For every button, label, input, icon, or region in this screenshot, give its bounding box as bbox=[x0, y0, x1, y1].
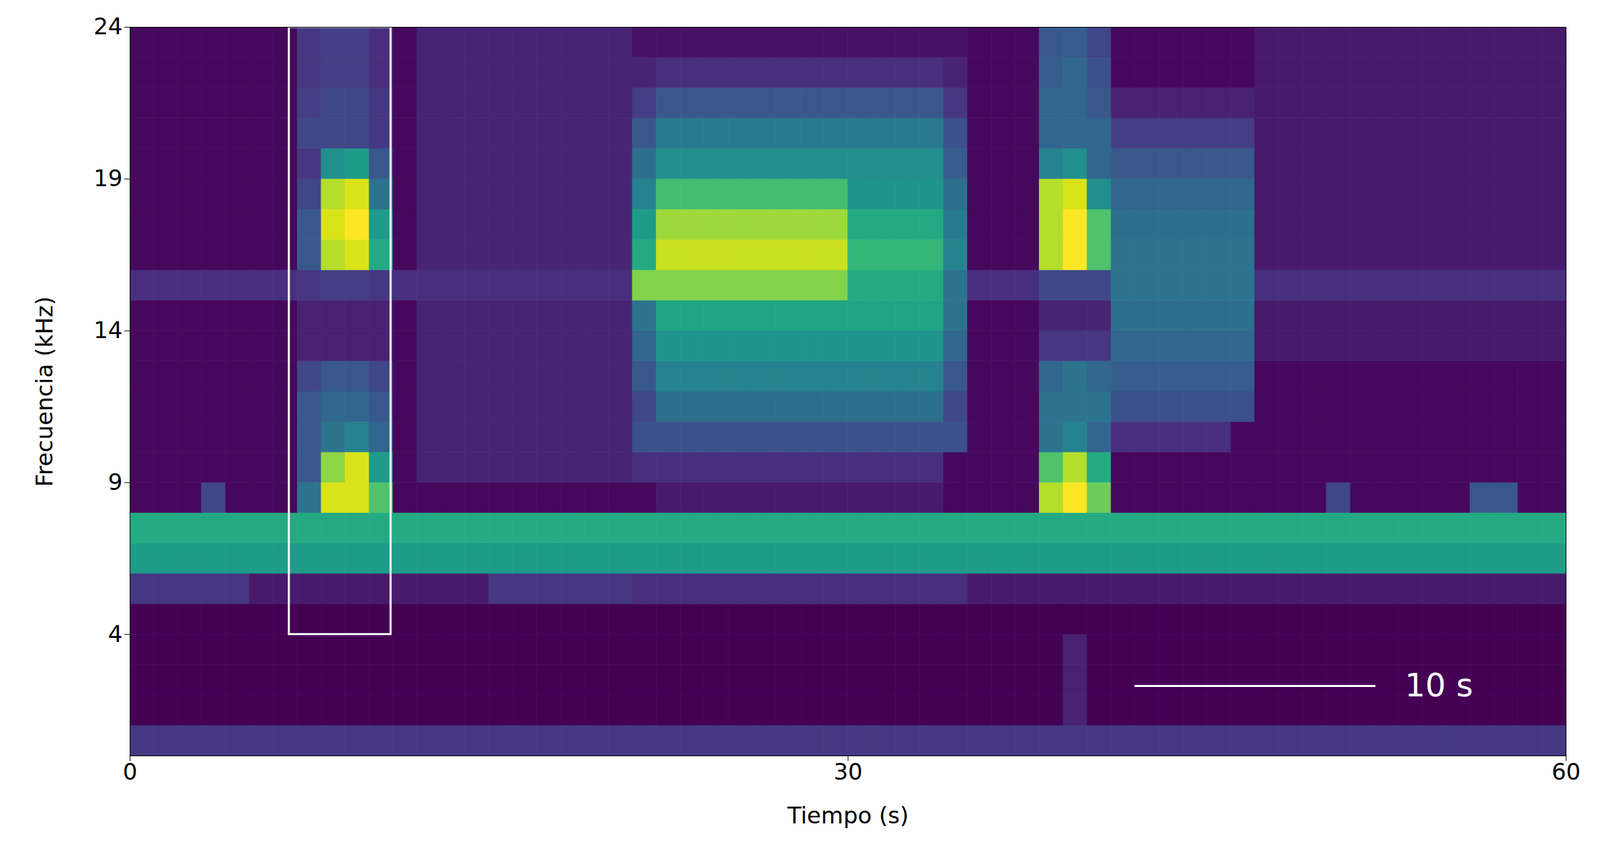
svg-text:4: 4 bbox=[108, 620, 123, 648]
svg-text:Tiempo (s): Tiempo (s) bbox=[786, 801, 910, 829]
svg-text:24: 24 bbox=[93, 12, 123, 40]
svg-text:0: 0 bbox=[122, 758, 138, 785]
svg-text:Frecuencia (kHz): Frecuencia (kHz) bbox=[30, 296, 58, 487]
svg-text:10 s: 10 s bbox=[1405, 665, 1473, 704]
svg-text:30: 30 bbox=[833, 758, 863, 785]
svg-text:14: 14 bbox=[93, 316, 123, 344]
svg-text:9: 9 bbox=[108, 468, 123, 496]
svg-text:19: 19 bbox=[93, 164, 123, 192]
svg-text:60: 60 bbox=[1551, 758, 1581, 785]
